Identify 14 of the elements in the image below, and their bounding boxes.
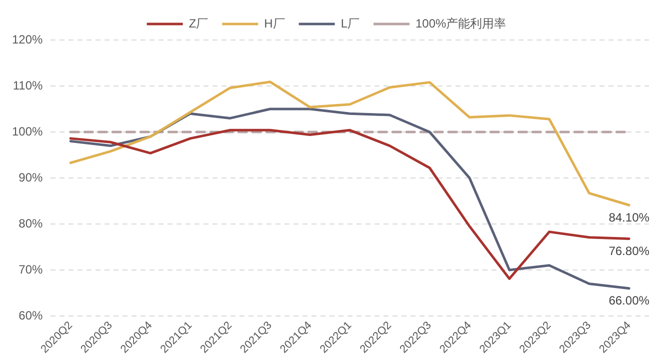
- legend-label: Z厂: [188, 16, 208, 30]
- legend-label: H厂: [264, 16, 285, 30]
- y-tick-label: 100%: [12, 124, 44, 138]
- y-tick-label: 60%: [18, 308, 44, 322]
- y-tick-label: 110%: [12, 78, 44, 92]
- legend-label: 100%产能利用率: [415, 16, 506, 30]
- legend-label: L厂: [340, 16, 360, 30]
- data-label: 84.10%: [608, 210, 650, 224]
- y-tick-label: 80%: [18, 216, 44, 230]
- y-tick-label: 90%: [18, 170, 44, 184]
- data-label: 76.80%: [608, 244, 650, 258]
- y-tick-label: 120%: [12, 32, 44, 46]
- y-tick-label: 70%: [18, 262, 44, 276]
- data-label: 66.00%: [608, 294, 650, 308]
